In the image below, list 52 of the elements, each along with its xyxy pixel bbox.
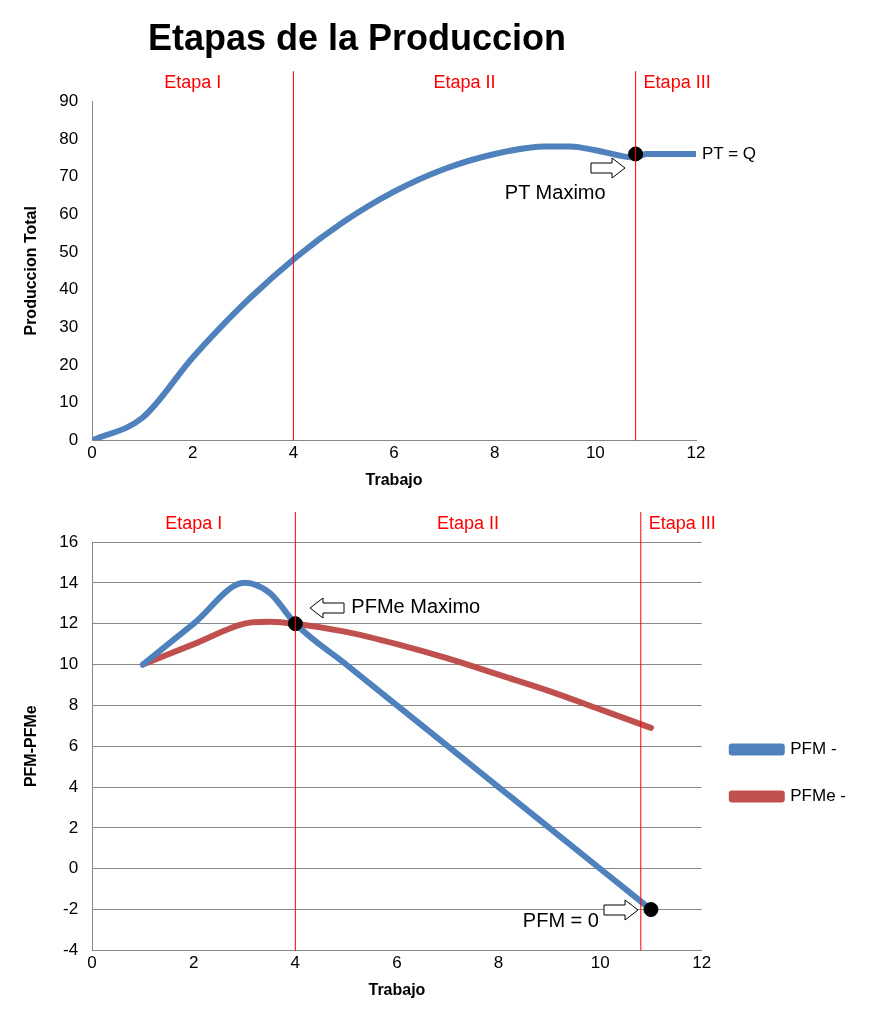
text: Etapa I — [164, 72, 222, 93]
text: Etapa I — [165, 512, 223, 533]
y-tick-label: 30 — [59, 317, 79, 337]
x-tick-label: 8 — [489, 443, 500, 463]
annotation: PFM = 0 — [522, 909, 599, 932]
y-tick-label: 0 — [68, 858, 79, 878]
y-tick-label: 0 — [68, 430, 79, 450]
y-tick-label: 10 — [59, 392, 79, 412]
x-tick-label: 0 — [87, 953, 97, 973]
series-label: PT = Q — [702, 143, 757, 163]
y-tick-label: 70 — [59, 166, 79, 186]
legend-label: PFM - — [790, 739, 837, 759]
x-tick-label: 4 — [290, 953, 301, 973]
y-tick-label: 60 — [59, 203, 79, 223]
x-tick-label: 0 — [87, 443, 97, 463]
x-tick-label: 4 — [288, 443, 299, 463]
text: Etapa III — [648, 512, 716, 533]
y-tick-label: 50 — [59, 241, 79, 261]
y-tick-label: 40 — [59, 279, 79, 299]
y-tick-label: 12 — [59, 613, 79, 633]
x-tick-label: 6 — [389, 443, 399, 463]
y-tick-label: 90 — [59, 90, 79, 110]
legend-label: PFMe - — [790, 786, 847, 806]
y-axis-title: Produccion Total — [22, 206, 40, 336]
x-tick-label: 12 — [692, 953, 712, 973]
chart-title: Etapas de la Produccion — [147, 16, 567, 58]
text: Etapa III — [643, 72, 711, 93]
y-tick-label: -4 — [62, 940, 79, 960]
x-tick-label: 10 — [590, 953, 610, 973]
y-tick-label: 10 — [59, 654, 79, 674]
y-tick-label: 8 — [68, 695, 79, 715]
y-tick-label: 4 — [68, 776, 79, 796]
x-tick-label: 6 — [392, 953, 402, 973]
y-tick-label: 16 — [59, 531, 79, 551]
x-tick-label: 10 — [585, 443, 605, 463]
text: Etapa II — [433, 72, 496, 93]
y-tick-label: 20 — [59, 354, 79, 374]
x-tick-label: 2 — [188, 953, 199, 973]
y-tick-label: 80 — [59, 128, 79, 148]
y-tick-label: 14 — [59, 572, 79, 592]
x-tick-label: 8 — [493, 953, 504, 973]
annotation: PFMe Maximo — [351, 595, 481, 618]
y-tick-label: -2 — [62, 899, 79, 919]
x-tick-label: 12 — [686, 443, 706, 463]
y-tick-label: 2 — [68, 817, 79, 837]
text: Etapa II — [437, 512, 500, 533]
x-axis-title: Trabajo — [365, 470, 423, 488]
y-axis-title: PFM-PFMe — [22, 705, 40, 788]
y-tick-label: 6 — [68, 735, 79, 755]
annotation: PT Maximo — [504, 181, 606, 204]
x-tick-label: 2 — [188, 443, 198, 463]
x-axis-title: Trabajo — [368, 980, 426, 998]
